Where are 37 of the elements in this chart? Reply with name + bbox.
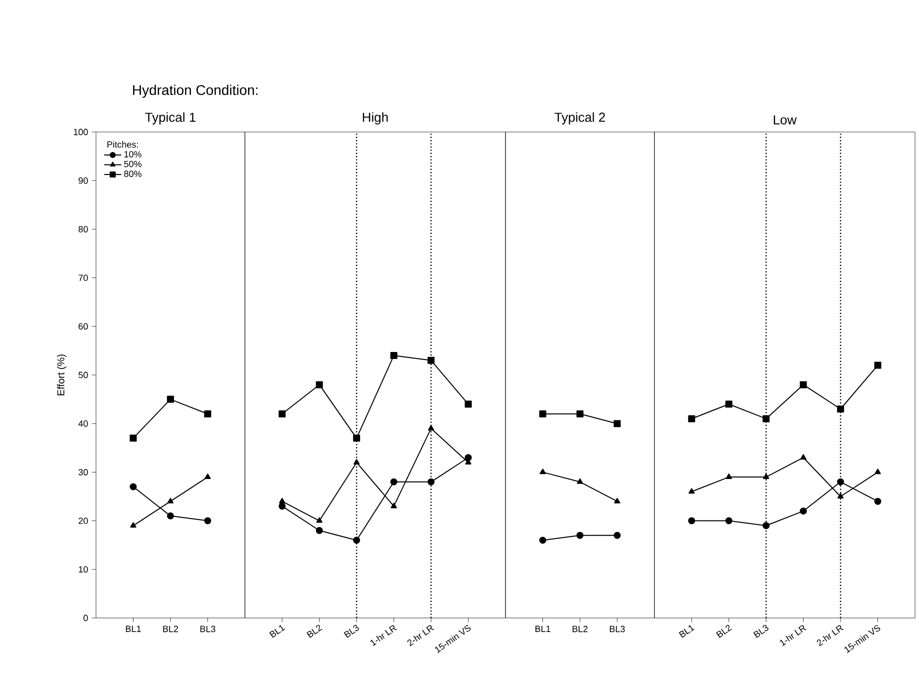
legend-label: 80% [124, 170, 142, 178]
x-tick-label: BL2 [163, 626, 178, 632]
y-axis-title: Effort (%) [57, 354, 66, 396]
text: Hydration Condition: [133, 84, 258, 98]
x-tick-label: BL3 [344, 624, 359, 638]
x-tick-label: BL3 [753, 624, 768, 638]
legend-label: 10% [124, 151, 142, 158]
x-tick-label: BL1 [126, 626, 141, 632]
y-tick-label: 70 [78, 274, 88, 281]
y-tick-label: 40 [78, 420, 88, 427]
x-tick-label: BL2 [716, 624, 732, 638]
chart-title: Low [774, 115, 797, 124]
x-tick-label: BL3 [200, 626, 216, 632]
chart-title: Typical 1 [145, 112, 196, 124]
y-tick-label: 50 [78, 372, 88, 378]
x-tick-label: BL1 [678, 625, 695, 638]
chart-title: High [362, 112, 388, 124]
y-tick-label: 60 [78, 323, 88, 330]
x-tick-label: BL2 [572, 626, 588, 632]
x-tick-label: 1-hr LR [370, 625, 397, 646]
legend-label: 50% [124, 160, 142, 168]
x-tick-label: BL2 [306, 624, 322, 638]
chart-title: Typical 2 [554, 112, 605, 124]
x-tick-label: BL3 [610, 626, 625, 632]
x-tick-label: BL1 [269, 625, 286, 638]
legend-title: Pitches: [107, 141, 138, 148]
x-tick-label: BL1 [535, 626, 550, 632]
y-tick-label: 20 [78, 518, 88, 524]
y-tick-label: 0 [84, 614, 88, 622]
y-tick-label: 80 [78, 226, 88, 232]
x-tick-label: 2-hr LR [816, 625, 844, 646]
y-tick-label: 10 [78, 566, 88, 573]
y-tick-label: 90 [78, 177, 88, 184]
x-tick-label: 2-hr LR [407, 625, 434, 646]
y-tick-label: 30 [78, 468, 88, 476]
y-tick-label: 100 [74, 128, 88, 136]
x-tick-label: 1-hr LR [780, 625, 806, 646]
